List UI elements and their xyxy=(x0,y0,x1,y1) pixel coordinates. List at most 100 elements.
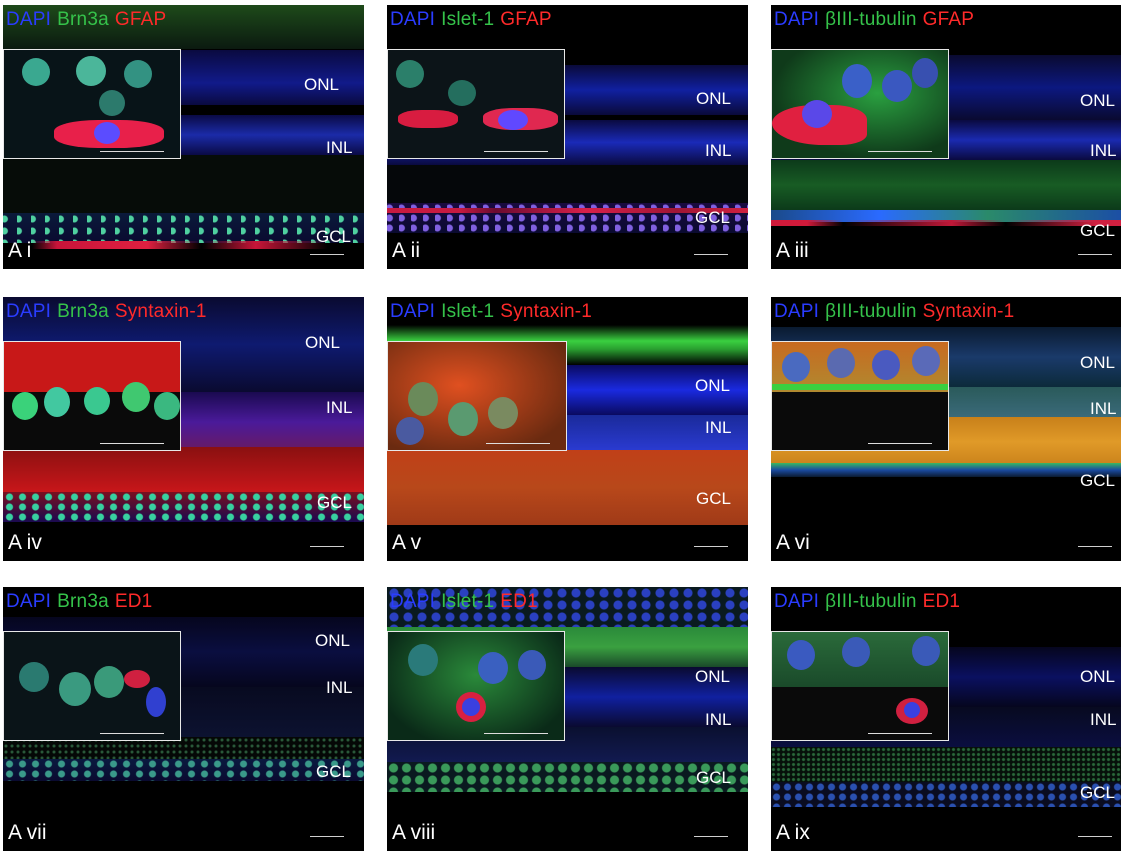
stain-dapi: DAPI xyxy=(390,9,436,30)
stain-dapi: DAPI xyxy=(774,301,820,322)
gcl-cells xyxy=(387,762,748,792)
inset-scale-bar xyxy=(100,443,164,444)
ed1-cell xyxy=(124,670,150,688)
stain-legend: DAPI Islet-1 Syntaxin-1 xyxy=(390,301,598,323)
panel-a-ix: DAPI βIII-tubulin ED1 ONL INL GCL A ix xyxy=(771,587,1121,851)
ipl-syntaxin xyxy=(387,450,748,525)
label-gcl: GCL xyxy=(316,762,351,781)
stain-dapi: DAPI xyxy=(6,301,52,322)
cell xyxy=(448,80,476,106)
scale-bar xyxy=(1078,254,1112,255)
label-gcl: GCL xyxy=(1080,471,1115,490)
stain-legend: DAPI Brn3a Syntaxin-1 xyxy=(6,301,213,323)
cell xyxy=(44,387,70,417)
gfap-band xyxy=(771,220,1121,226)
inset-scale-bar xyxy=(100,733,164,734)
panel-a-vii: DAPI Brn3a ED1 ONL INL GCL A vii xyxy=(3,587,364,851)
stain-green: Islet-1 xyxy=(441,9,495,30)
inset-scale-bar xyxy=(486,443,550,444)
ipl-band xyxy=(3,155,364,215)
stain-dapi: DAPI xyxy=(6,9,52,30)
panel-a-iv: DAPI Brn3a Syntaxin-1 ONL INL GCL A iv xyxy=(3,297,364,561)
cell xyxy=(396,417,424,445)
stain-legend: DAPI Islet-1 GFAP xyxy=(390,9,558,31)
nucleus xyxy=(787,640,815,670)
stain-legend: DAPI Islet-1 ED1 xyxy=(390,591,544,613)
stain-legend: DAPI Brn3a GFAP xyxy=(6,9,172,31)
gfap-process xyxy=(398,110,458,128)
nucleus xyxy=(782,352,810,382)
stain-green: Islet-1 xyxy=(441,591,495,612)
panel-id: A vii xyxy=(8,821,47,844)
cell xyxy=(124,60,152,88)
nucleus xyxy=(518,650,546,680)
inset-scale-bar xyxy=(868,733,932,734)
panel-a-vi: DAPI βIII-tubulin Syntaxin-1 ONL INL GCL A… xyxy=(771,297,1121,561)
label-inl: INL xyxy=(326,138,353,157)
nucleus xyxy=(882,70,912,102)
stain-green: Islet-1 xyxy=(441,301,495,322)
panel-a-v: DAPI Islet-1 Syntaxin-1 ONL INL GCL A v xyxy=(387,297,748,561)
ipl-band xyxy=(771,160,1121,210)
inset-scale-bar xyxy=(484,151,548,152)
panel-id: A ii xyxy=(392,239,421,262)
panel-id: A iii xyxy=(776,239,809,262)
ipl-band xyxy=(771,747,1121,782)
scale-bar xyxy=(310,254,344,255)
stain-legend: DAPI Brn3a ED1 xyxy=(6,591,158,613)
top-cells xyxy=(387,587,748,627)
gcl-cells xyxy=(771,782,1121,807)
nucleus xyxy=(912,346,940,376)
panel-id: A i xyxy=(8,239,32,262)
cell xyxy=(84,387,110,415)
label-onl: ONL xyxy=(695,376,730,395)
label-inl: INL xyxy=(1090,710,1117,729)
panel-id: A v xyxy=(392,531,422,554)
label-onl: ONL xyxy=(1080,667,1115,686)
label-inl: INL xyxy=(326,398,353,417)
nucleus xyxy=(478,652,508,684)
scale-bar xyxy=(310,836,344,837)
nucleus xyxy=(912,58,938,88)
cell xyxy=(488,397,518,429)
panel-a-viii: DAPI Islet-1 ED1 ONL INL GCL A viii xyxy=(387,587,748,851)
nucleus xyxy=(842,637,870,667)
label-gcl: GCL xyxy=(696,489,731,508)
inset-scale-bar xyxy=(484,733,548,734)
gcl-band xyxy=(3,492,364,522)
gfap-band xyxy=(387,208,748,213)
stain-red: Syntaxin-1 xyxy=(114,301,207,322)
panel-id: A ix xyxy=(776,821,810,844)
scale-bar xyxy=(694,254,728,255)
stain-legend: DAPI βIII-tubulin ED1 xyxy=(774,591,966,613)
cell xyxy=(76,56,106,86)
nucleus xyxy=(904,702,920,718)
nucleus xyxy=(462,698,480,716)
scale-bar xyxy=(310,546,344,547)
stain-green: Brn3a xyxy=(57,301,109,322)
label-onl: ONL xyxy=(1080,91,1115,110)
cell xyxy=(59,672,91,706)
label-gcl: GCL xyxy=(316,227,351,246)
cell xyxy=(154,392,180,420)
inset-magnified xyxy=(3,49,181,159)
label-onl: ONL xyxy=(696,89,731,108)
panel-a-i: DAPI Brn3a GFAP ONL INL GCL A i xyxy=(3,5,364,269)
stain-green: βIII-tubulin xyxy=(825,591,917,612)
scale-bar xyxy=(1078,546,1112,547)
gcl-band xyxy=(771,210,1121,222)
scale-bar xyxy=(694,546,728,547)
label-inl: INL xyxy=(326,678,353,697)
nucleus xyxy=(802,100,832,128)
label-inl: INL xyxy=(705,141,732,160)
nucleus xyxy=(498,110,528,130)
cell xyxy=(94,666,124,698)
stain-red: GFAP xyxy=(922,9,975,30)
cell xyxy=(22,58,50,86)
label-gcl: GCL xyxy=(1080,783,1115,802)
stain-dapi: DAPI xyxy=(774,9,820,30)
stain-dapi: DAPI xyxy=(6,591,52,612)
stain-red: GFAP xyxy=(500,9,552,30)
label-onl: ONL xyxy=(695,667,730,686)
cell xyxy=(122,382,150,412)
